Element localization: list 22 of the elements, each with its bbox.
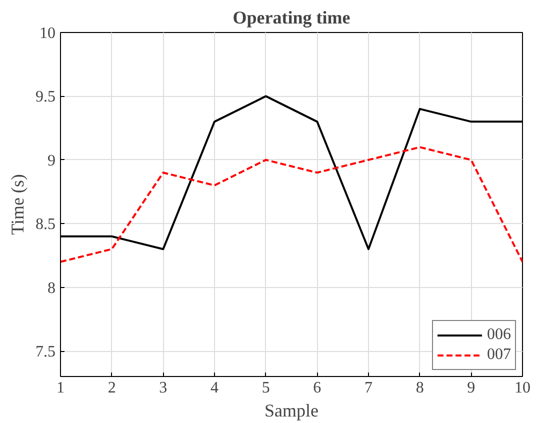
x-tick-label: 6	[313, 380, 322, 396]
x-tick-label: 4	[210, 380, 218, 396]
y-tick-label: 10	[40, 25, 56, 42]
x-tick-label: 9	[467, 380, 476, 396]
legend-label: 007	[487, 346, 511, 364]
y-tick-label: 8	[48, 280, 56, 297]
y-tick-label: 9	[48, 152, 56, 170]
x-tick-label: 8	[416, 380, 424, 396]
y-tick-label: 7.5	[36, 344, 56, 361]
x-tick-label: 10	[514, 380, 530, 396]
y-axis-title: Time (s)	[8, 174, 28, 235]
x-axis-title: Sample	[264, 400, 319, 420]
chart-title: Operating time	[232, 8, 350, 28]
y-tick-label: 9.5	[36, 88, 56, 106]
x-tick-label: 2	[108, 380, 116, 396]
line-series	[60, 146, 522, 263]
y-tick-label: 8.5	[36, 216, 56, 234]
legend-label: 006	[487, 326, 511, 344]
x-tick-label: 3	[159, 380, 168, 396]
x-tick-label: 5	[262, 380, 270, 396]
x-tick-label: 1	[56, 380, 64, 396]
x-tick-label: 7	[364, 380, 372, 396]
